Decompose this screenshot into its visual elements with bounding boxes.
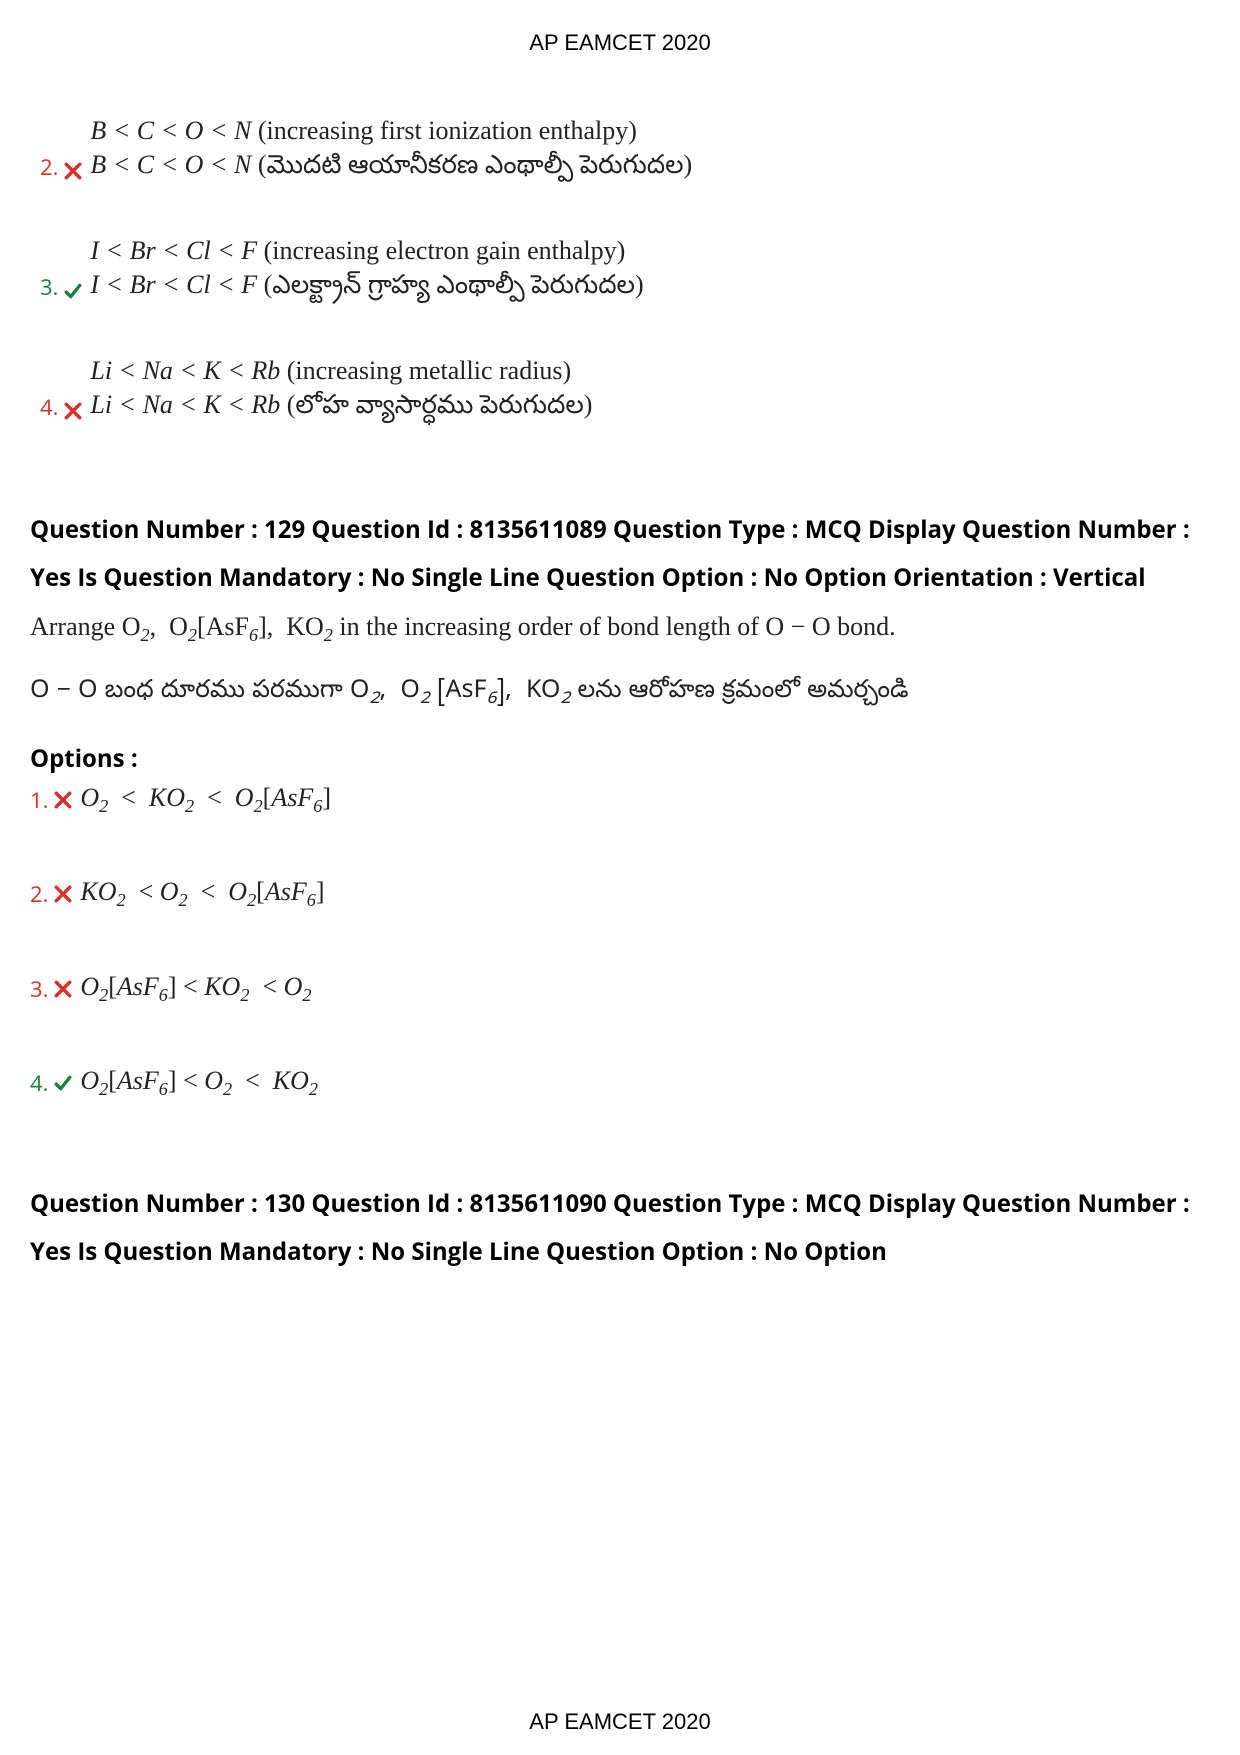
question-129-text-en: Arrange O2, O2[AsF6], KO2 in the increas… bbox=[30, 612, 1210, 646]
option-formula: O2[AsF6] < O2 < KO2 bbox=[80, 1066, 318, 1100]
option-number: 4. bbox=[30, 1068, 48, 1098]
question-129-meta: Question Number : 129 Question Id : 8135… bbox=[30, 506, 1210, 602]
question-129-text-te: O − O బంధ దూరము పరముగా O2, O2 [AsF6], KO… bbox=[30, 676, 1210, 712]
page-footer: AP EAMCET 2020 bbox=[0, 1709, 1240, 1735]
option-number: 2. bbox=[30, 879, 48, 909]
option-line-en: B < C < O < N (increasing first ionizati… bbox=[90, 116, 692, 146]
page-container: AP EAMCET 2020 2. B < C < O < N (increas… bbox=[0, 0, 1240, 1755]
q129-option-2: 2. KO2 < O2 < O2[AsF6] bbox=[30, 877, 1210, 911]
option-body: B < C < O < N (increasing first ionizati… bbox=[90, 116, 692, 186]
option-line-en: I < Br < Cl < F (increasing electron gai… bbox=[90, 236, 643, 266]
option-line-te: Li < Na < K < Rb (లోహ వ్యాసార్ధము పెరుగు… bbox=[90, 390, 592, 426]
option-formula: O2 < KO2 < O2[AsF6] bbox=[80, 783, 331, 817]
cross-icon bbox=[54, 791, 72, 809]
prev-option-3: 3. I < Br < Cl < F (increasing electron … bbox=[40, 236, 1210, 306]
option-line-te: B < C < O < N (మొదటి ఆయానీకరణ ఎంథాల్పీ ప… bbox=[90, 150, 692, 186]
cross-icon bbox=[64, 402, 82, 420]
option-body: I < Br < Cl < F (increasing electron gai… bbox=[90, 236, 643, 306]
options-label: Options : bbox=[30, 742, 1210, 775]
option-number: 3. bbox=[40, 272, 58, 306]
option-formula: O2[AsF6] < KO2 < O2 bbox=[80, 972, 311, 1006]
check-icon bbox=[54, 1074, 72, 1092]
option-body: Li < Na < K < Rb (increasing metallic ra… bbox=[90, 356, 592, 426]
option-line-en: Li < Na < K < Rb (increasing metallic ra… bbox=[90, 356, 592, 386]
prev-option-4: 4. Li < Na < K < Rb (increasing metallic… bbox=[40, 356, 1210, 426]
option-number: 2. bbox=[40, 152, 58, 186]
q129-option-3: 3. O2[AsF6] < KO2 < O2 bbox=[30, 972, 1210, 1006]
q129-option-4: 4. O2[AsF6] < O2 < KO2 bbox=[30, 1066, 1210, 1100]
option-line-te: I < Br < Cl < F (ఎలక్ట్రాన్ గ్రాహ్య ఎంథా… bbox=[90, 270, 643, 306]
q129-option-1: 1. O2 < KO2 < O2[AsF6] bbox=[30, 783, 1210, 817]
question-130-meta: Question Number : 130 Question Id : 8135… bbox=[30, 1180, 1210, 1276]
cross-icon bbox=[64, 162, 82, 180]
option-number: 4. bbox=[40, 392, 58, 426]
option-number: 3. bbox=[30, 974, 48, 1004]
check-icon bbox=[64, 282, 82, 300]
page-header: AP EAMCET 2020 bbox=[30, 30, 1210, 56]
option-formula: KO2 < O2 < O2[AsF6] bbox=[80, 877, 324, 911]
prev-option-2: 2. B < C < O < N (increasing first ioniz… bbox=[40, 116, 1210, 186]
option-number: 1. bbox=[30, 785, 48, 815]
cross-icon bbox=[54, 980, 72, 998]
cross-icon bbox=[54, 885, 72, 903]
